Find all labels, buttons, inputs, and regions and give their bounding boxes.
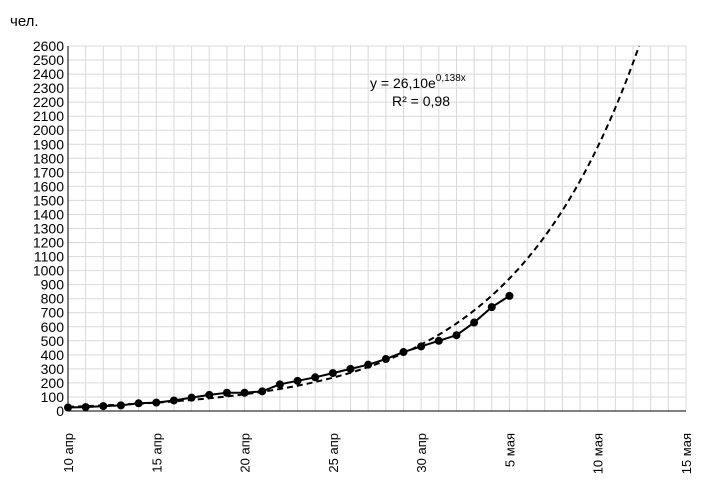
- y-tick-label: 300: [41, 361, 65, 377]
- data-point: [434, 336, 443, 345]
- data-point: [346, 364, 355, 373]
- x-tick-label: 15 мая: [679, 433, 694, 474]
- axes: [67, 46, 686, 412]
- y-tick-label: 900: [41, 277, 65, 293]
- data-point: [134, 399, 143, 408]
- y-tick-label: 100: [41, 389, 65, 405]
- grid: [67, 45, 687, 412]
- data-point: [311, 373, 320, 382]
- y-tick-label: 1500: [33, 192, 64, 208]
- y-tick-label: 2600: [33, 38, 64, 54]
- data-point: [99, 402, 108, 411]
- y-tick-label: 2500: [33, 52, 64, 68]
- data-point: [452, 331, 461, 340]
- y-tick-label: 2100: [33, 108, 64, 124]
- data-point: [399, 348, 408, 357]
- trendline-equation-exponent: 0,138x: [436, 73, 466, 84]
- y-tick-label: 700: [41, 305, 65, 321]
- data-point: [64, 403, 72, 412]
- y-tick-label: 1600: [33, 178, 64, 194]
- data-point: [205, 390, 214, 399]
- y-tick-label: 1700: [33, 164, 64, 180]
- y-axis-unit-label: чел.: [10, 13, 39, 30]
- y-tick-label: 400: [41, 347, 65, 363]
- trendline-r-squared: R² = 0,98: [392, 93, 450, 109]
- x-tick-label: 30 апр: [414, 433, 429, 473]
- y-tick-label: 1100: [34, 249, 64, 265]
- y-tick-label: 200: [41, 375, 65, 391]
- y-tick-label: 1900: [33, 136, 64, 152]
- y-tick-label: 2200: [33, 94, 64, 110]
- data-point: [258, 387, 267, 396]
- actual-series: [64, 291, 514, 412]
- trendline-series: [67, 45, 641, 408]
- y-tick-label: 1200: [33, 235, 64, 251]
- y-tick-label: 2300: [33, 80, 64, 96]
- data-point: [470, 318, 479, 327]
- y-tick-label: 2400: [33, 66, 64, 82]
- y-tick-labels: 0100200300400500600700800900100011001200…: [33, 38, 64, 419]
- data-point: [152, 398, 161, 407]
- trendline: [67, 45, 641, 408]
- x-tick-label: 10 мая: [591, 433, 606, 474]
- data-point: [487, 303, 496, 312]
- x-tick-label: 5 мая: [502, 433, 517, 467]
- y-tick-label: 1000: [33, 263, 64, 279]
- y-tick-label: 2000: [33, 122, 64, 138]
- data-point: [417, 342, 426, 351]
- x-tick-label: 10 апр: [61, 433, 76, 473]
- data-point: [187, 393, 196, 402]
- x-tick-label: 15 апр: [149, 433, 164, 473]
- data-point: [381, 355, 390, 364]
- data-point: [275, 380, 284, 389]
- data-point: [505, 291, 514, 300]
- data-point: [222, 388, 231, 397]
- x-tick-label: 20 апр: [238, 433, 253, 473]
- y-tick-label: 0: [56, 403, 64, 419]
- trendline-equation-main: y = 26,10e: [370, 75, 436, 91]
- x-tick-label: 25 апр: [326, 433, 341, 473]
- data-point: [81, 403, 90, 412]
- y-tick-label: 500: [41, 333, 65, 349]
- data-point: [293, 376, 302, 385]
- data-point: [169, 396, 178, 405]
- data-point: [116, 401, 125, 410]
- data-point: [328, 369, 337, 378]
- y-tick-label: 800: [41, 291, 65, 307]
- x-tick-labels: 10 апр 15 апр 20 апр 25 апр 30 апр 5 мая 10 ма…: [61, 433, 694, 474]
- y-tick-label: 1800: [33, 150, 64, 166]
- data-point: [240, 388, 249, 397]
- data-point: [364, 360, 373, 369]
- y-tick-label: 1300: [33, 221, 64, 237]
- y-tick-label: 600: [41, 319, 65, 335]
- y-tick-label: 1400: [33, 206, 64, 222]
- trendline-equation: y = 26,10e0,138x: [370, 73, 466, 91]
